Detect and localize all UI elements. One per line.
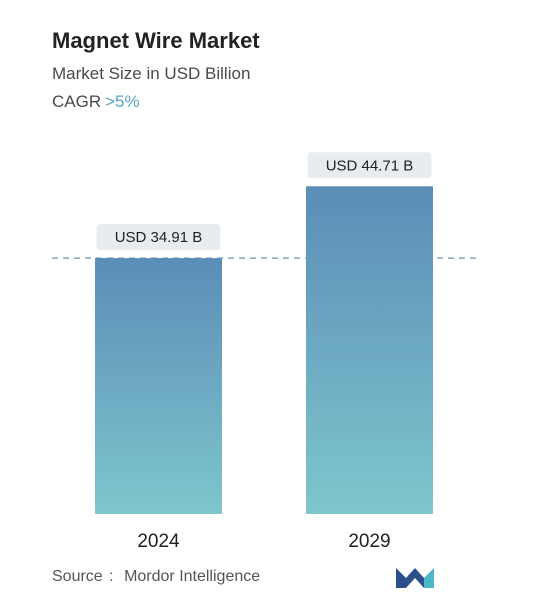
data-label-2024: USD 34.91 B [115,229,203,246]
chart-subtitle: Market Size in USD Billion [52,64,251,83]
bar-2029 [306,186,433,514]
x-tick-label-2029: 2029 [348,531,390,552]
data-label-bg-2024 [96,224,221,251]
source-name: Mordor Intelligence [124,568,261,585]
chart-title: Magnet Wire Market [52,28,260,53]
mordor-intelligence-logo [396,568,434,588]
cagr-label: CAGR [52,92,102,111]
source-label: Source [52,568,103,585]
logo-middle-shape [406,568,424,588]
data-label-bg-2029 [307,152,432,179]
x-tick-label-2024: 2024 [137,531,180,552]
source-separator: : [109,568,114,585]
logo-right-shape [424,568,434,588]
data-label-2029: USD 44.71 B [326,157,414,174]
logo-left-shape [396,568,406,588]
source-note: Source : Mordor Intelligence [52,568,260,586]
cagr-value: >5% [105,92,140,111]
cagr-line: CAGR >5% [52,92,140,112]
bar-2024 [95,258,222,514]
